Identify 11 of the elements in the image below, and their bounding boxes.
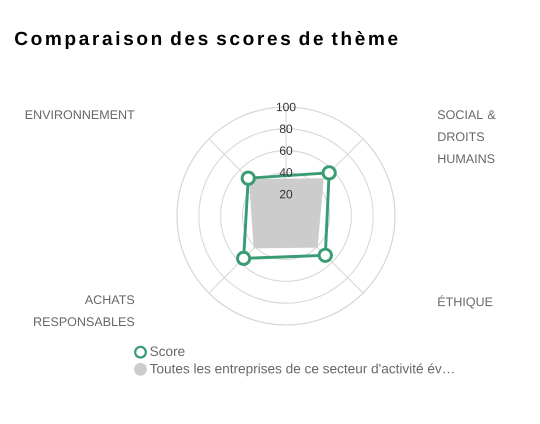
spoke-label: ACHATS RESPONSABLES	[34, 295, 134, 326]
spoke-label: SOCIAL & DROITS HUMAINS	[438, 110, 496, 164]
legend-label: Score	[150, 346, 185, 356]
y-tick-label: 20	[280, 190, 292, 198]
y-tick-label: 60	[280, 146, 292, 155]
spoke-label: ENVIRONNEMENT	[26, 110, 134, 120]
chart-title: Comparaison des scores de thème	[15, 31, 398, 49]
legend-label: Toutes les entreprises de ce secteur d'activité év…	[150, 363, 454, 376]
y-tick-label: 80	[280, 124, 292, 134]
y-tick-label: 100	[276, 102, 296, 112]
spoke-label: ÉTHIQUE	[438, 295, 492, 308]
